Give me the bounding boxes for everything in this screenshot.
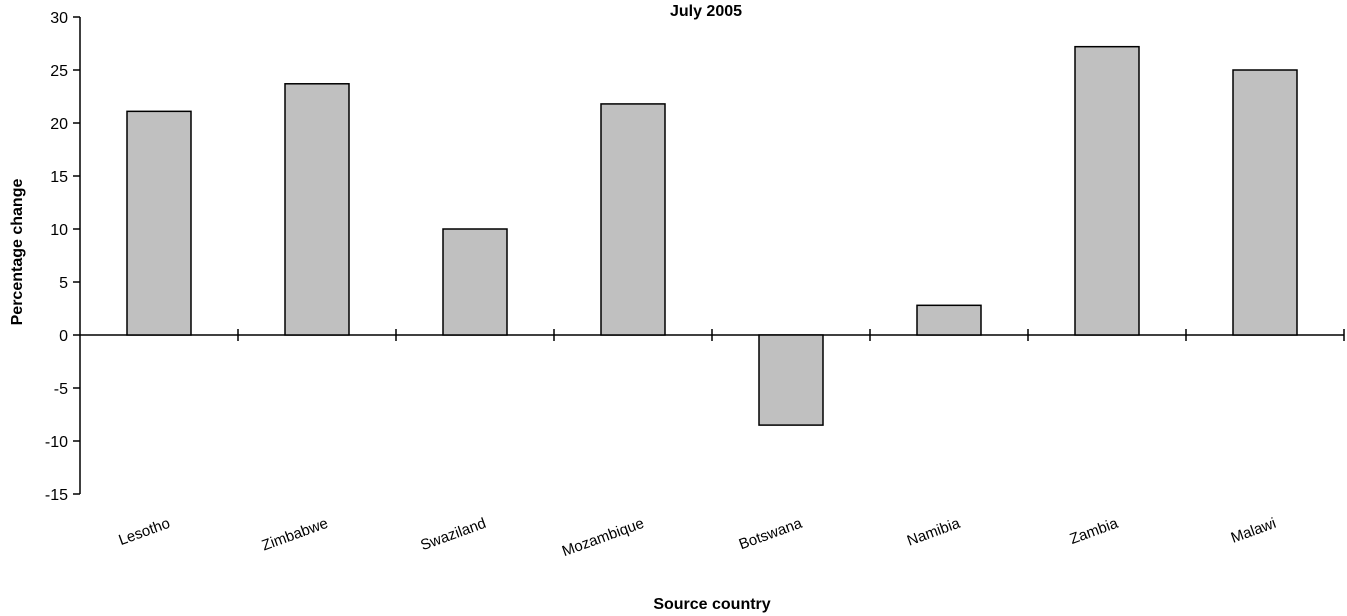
bar-zimbabwe <box>284 83 350 336</box>
bar-swaziland <box>442 228 508 336</box>
bar-malawi <box>1232 69 1298 336</box>
y-tick-label: -10 <box>45 434 68 451</box>
y-tick-label: 0 <box>59 328 68 345</box>
y-tick-label: 25 <box>50 63 68 80</box>
y-tick-label: 5 <box>59 275 68 292</box>
bar-zambia <box>1074 45 1140 336</box>
bar-namibia <box>916 304 982 336</box>
y-tick-label: 20 <box>50 116 68 133</box>
y-tick-label: 15 <box>50 169 68 186</box>
category-label: Malawi <box>1229 515 1279 547</box>
bars <box>126 45 1298 426</box>
bar-mozambique <box>600 103 666 336</box>
y-tick-label: -5 <box>54 381 68 398</box>
category-label: Lesotho <box>116 515 172 549</box>
chart-title: July 2005 <box>670 3 742 20</box>
y-tick-label: 10 <box>50 222 68 239</box>
bar-lesotho <box>126 110 192 336</box>
y-tick-label: -15 <box>45 487 68 504</box>
category-label: Botswana <box>737 515 805 554</box>
y-tick-label: 30 <box>50 10 68 27</box>
category-label: Mozambique <box>560 515 647 560</box>
y-axis: -15 -10 -5 0 5 10 15 20 25 30 <box>45 10 81 504</box>
category-labels: Lesotho Zimbabwe Swaziland Mozambique Botswa… <box>116 515 1278 561</box>
category-label: Namibia <box>905 515 963 550</box>
bar-botswana <box>758 334 824 426</box>
x-axis <box>80 329 1345 341</box>
y-axis-title: Percentage change <box>9 179 26 326</box>
x-axis-title: Source country <box>653 596 770 613</box>
category-label: Zimbabwe <box>260 515 331 555</box>
category-label: Swaziland <box>418 515 488 554</box>
category-label: Zambia <box>1068 515 1121 548</box>
